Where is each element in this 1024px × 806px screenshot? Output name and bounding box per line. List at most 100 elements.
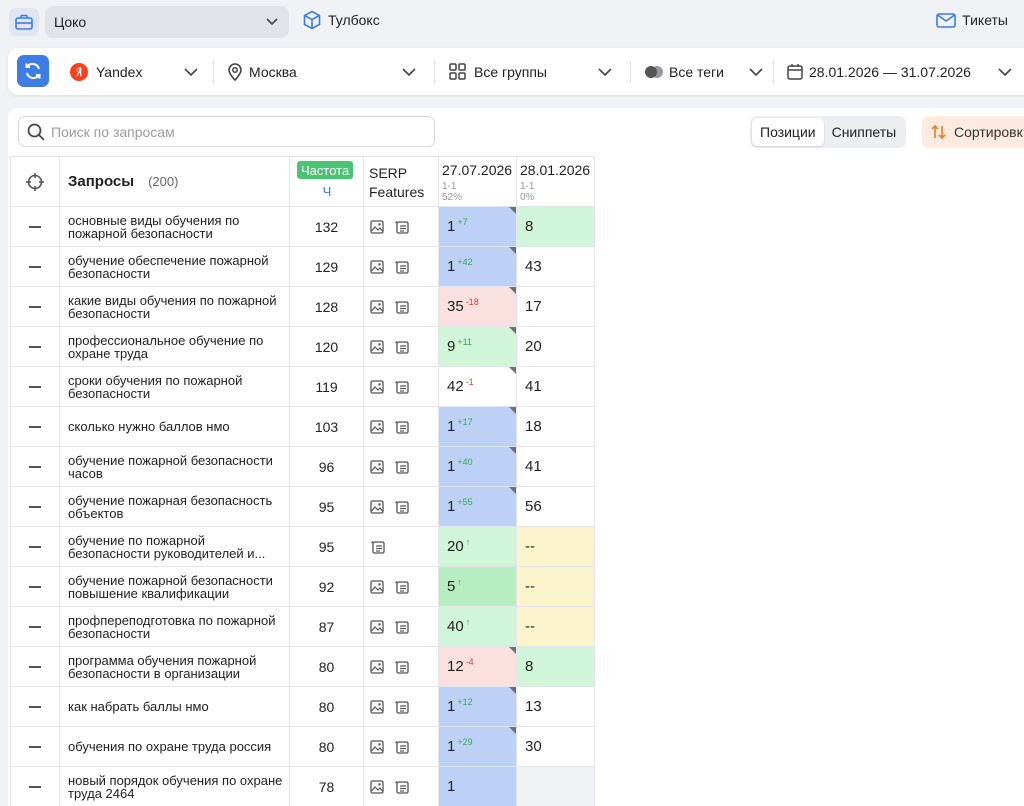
mail-icon <box>936 12 956 28</box>
query-text[interactable]: обучение обеспечение пожарной безопаснос… <box>60 247 290 287</box>
serp-features-cell[interactable] <box>364 327 439 367</box>
query-text[interactable]: обучение по пожарной безопасности руково… <box>60 527 290 567</box>
serp-features-cell[interactable] <box>364 287 439 327</box>
frequency-header[interactable]: Частота Ч <box>290 156 364 207</box>
row-toggle[interactable] <box>10 287 60 327</box>
row-toggle[interactable] <box>10 647 60 687</box>
position-cell[interactable]: 1 +17 <box>439 407 517 447</box>
position-cell[interactable]: -- <box>517 527 595 567</box>
position-cell[interactable]: 18 <box>517 407 595 447</box>
query-text[interactable]: обучение пожарная безопасность объектов <box>60 487 290 527</box>
row-toggle[interactable] <box>10 407 60 447</box>
position-cell[interactable]: 20 <box>517 327 595 367</box>
serp-features-cell[interactable] <box>364 207 439 247</box>
row-toggle[interactable] <box>10 327 60 367</box>
row-toggle[interactable] <box>10 767 60 806</box>
groups-select[interactable]: Все группы <box>449 48 619 95</box>
project-select[interactable]: Цоко <box>45 6 289 38</box>
query-text[interactable]: профессиональное обучение по охране труд… <box>60 327 290 367</box>
query-text[interactable]: сколько нужно баллов нмо <box>60 407 290 447</box>
serp-features-cell[interactable] <box>364 247 439 287</box>
row-toggle[interactable] <box>10 367 60 407</box>
query-text[interactable]: профпереподготовка по пожарной безопасно… <box>60 607 290 647</box>
serp-features-cell[interactable] <box>364 727 439 767</box>
position-cell[interactable]: 1 +12 <box>439 687 517 727</box>
position-cell[interactable]: 20 ↑ <box>439 527 517 567</box>
position-cell[interactable]: 30 <box>517 727 595 767</box>
position-cell[interactable]: 41 <box>517 367 595 407</box>
row-toggle[interactable] <box>10 727 60 767</box>
query-text[interactable]: программа обучения пожарной безопасности… <box>60 647 290 687</box>
row-toggle[interactable] <box>10 567 60 607</box>
position-cell[interactable]: 40 ↑ <box>439 607 517 647</box>
position-cell[interactable]: 9 +11 <box>439 327 517 367</box>
position-cell[interactable]: 17 <box>517 287 595 327</box>
position-delta: +55 <box>457 496 473 507</box>
sort-button[interactable]: Сортировк <box>922 116 1024 148</box>
row-toggle[interactable] <box>10 607 60 647</box>
serp-features-cell[interactable] <box>364 527 439 567</box>
row-toggle[interactable] <box>10 247 60 287</box>
query-text[interactable]: какие виды обучения по пожарной безопасн… <box>60 287 290 327</box>
toolbox-link[interactable]: Тулбокс <box>302 10 380 30</box>
serp-features-cell[interactable] <box>364 367 439 407</box>
position-cell[interactable]: 1 +42 <box>439 247 517 287</box>
row-toggle[interactable] <box>10 487 60 527</box>
position-cell[interactable]: 1 +55 <box>439 487 517 527</box>
tags-select[interactable]: Все теги <box>644 48 774 95</box>
date-column-header[interactable]: 28.01.2026 1-1 0% <box>517 156 595 207</box>
position-cell[interactable] <box>517 767 595 806</box>
serp-features-cell[interactable] <box>364 567 439 607</box>
position-cell[interactable]: 35 -18 <box>439 287 517 327</box>
position-cell[interactable]: 56 <box>517 487 595 527</box>
position-value: 41 <box>525 458 542 475</box>
position-cell[interactable]: 1 +40 <box>439 447 517 487</box>
position-cell[interactable]: 5 ↑ <box>439 567 517 607</box>
position-cell[interactable]: -- <box>517 607 595 647</box>
search-input[interactable]: Поиск по запросам <box>18 116 435 147</box>
position-cell[interactable]: 43 <box>517 247 595 287</box>
position-cell[interactable]: 1 <box>439 767 517 806</box>
position-value: 43 <box>525 258 542 275</box>
serp-features-cell[interactable] <box>364 447 439 487</box>
row-toggle[interactable] <box>10 447 60 487</box>
tab-positions[interactable]: Позиции <box>752 118 824 146</box>
serp-features-cell[interactable] <box>364 767 439 806</box>
position-cell[interactable]: 12 -4 <box>439 647 517 687</box>
serp-features-cell[interactable] <box>364 407 439 447</box>
serp-features-cell[interactable] <box>364 607 439 647</box>
position-cell[interactable]: 1 +7 <box>439 207 517 247</box>
query-text[interactable]: основные виды обучения по пожарной безоп… <box>60 207 290 247</box>
queries-header[interactable]: Запросы (200) <box>60 156 290 207</box>
engine-select[interactable]: Yandex <box>70 48 200 95</box>
date-column-header[interactable]: 27.07.2026 1-1 52% <box>439 156 517 207</box>
tickets-link[interactable]: Тикеты <box>936 12 1008 28</box>
date-range-select[interactable]: 28.01.2026 — 31.07.2026 <box>787 48 1019 95</box>
row-toggle[interactable] <box>10 207 60 247</box>
query-text[interactable]: новый порядок обучения по охране труда 2… <box>60 767 290 806</box>
serp-features-cell[interactable] <box>364 487 439 527</box>
query-text[interactable]: обучения по охране труда россия <box>60 727 290 767</box>
query-text[interactable]: как набрать баллы нмо <box>60 687 290 727</box>
position-cell[interactable]: 8 <box>517 647 595 687</box>
position-cell[interactable]: 1 +29 <box>439 727 517 767</box>
serp-features-cell[interactable] <box>364 647 439 687</box>
query-text[interactable]: обучение пожарной безопасности повышение… <box>60 567 290 607</box>
serp-features-cell[interactable] <box>364 687 439 727</box>
position-cell[interactable]: 13 <box>517 687 595 727</box>
position-cell[interactable]: 42 -1 <box>439 367 517 407</box>
position-cell[interactable]: -- <box>517 567 595 607</box>
query-text[interactable]: обучение пожарной безопасности часов <box>60 447 290 487</box>
row-toggle[interactable] <box>10 687 60 727</box>
row-toggle[interactable] <box>10 527 60 567</box>
query-text[interactable]: сроки обучения по пожарной безопасности <box>60 367 290 407</box>
refresh-button[interactable] <box>17 55 49 87</box>
frequency-type[interactable]: Ч <box>322 184 332 199</box>
position-cell[interactable]: 41 <box>517 447 595 487</box>
position-cell[interactable]: 8 <box>517 207 595 247</box>
position-delta: +7 <box>457 216 468 227</box>
region-select[interactable]: Москва <box>228 48 428 95</box>
briefcase-button[interactable] <box>9 8 39 36</box>
select-all-target[interactable] <box>10 156 60 207</box>
tab-snippets[interactable]: Сниппеты <box>831 124 897 140</box>
